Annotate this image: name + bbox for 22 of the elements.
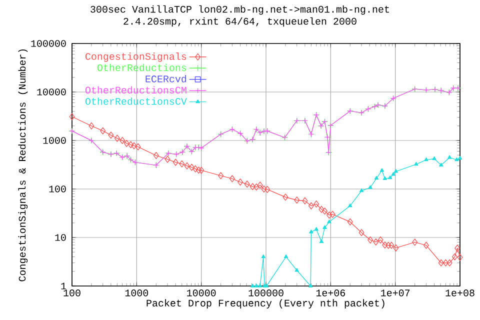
legend-label: OtherReductionsCV <box>85 97 187 105</box>
x-tick-label: 1e+07 <box>381 290 410 296</box>
y-tick-label: 100 <box>49 186 66 192</box>
y-tick-label: 1000 <box>43 137 66 144</box>
y-tick-label: 10 <box>55 234 66 241</box>
y-tick-label: 1 <box>61 282 66 290</box>
legend-label: CongestionSignals <box>85 52 186 62</box>
y-tick-label: 100000 <box>31 40 66 47</box>
x-tick-label: 10000 <box>187 290 216 296</box>
legend-label: ECERcvd <box>146 74 186 82</box>
legend-label: OtherReductionsCM <box>85 86 186 94</box>
y-tick-label: 10000 <box>37 88 66 96</box>
legend-label: OtherReductions <box>97 64 186 72</box>
chart-title: 300sec VanillaTCP lon02.mb-ng.net->man01.mb-ng.net <box>90 5 389 15</box>
chart-subtitle: 2.4.20smp, rxint 64/64, txqueuelen 2000 <box>124 17 356 27</box>
x-tick-label: 100 <box>64 290 80 296</box>
x-tick-label: 100000 <box>248 290 284 296</box>
x-axis-title: Packet Drop Frequency (Every nth packet) <box>146 299 384 309</box>
x-tick-label: 1000 <box>125 290 148 296</box>
x-tick-label: 1e+06 <box>316 290 346 296</box>
x-tick-label: 1e+08 <box>446 290 474 296</box>
y-axis-title: CongestionSignals & Reductions (Number) <box>18 49 28 282</box>
